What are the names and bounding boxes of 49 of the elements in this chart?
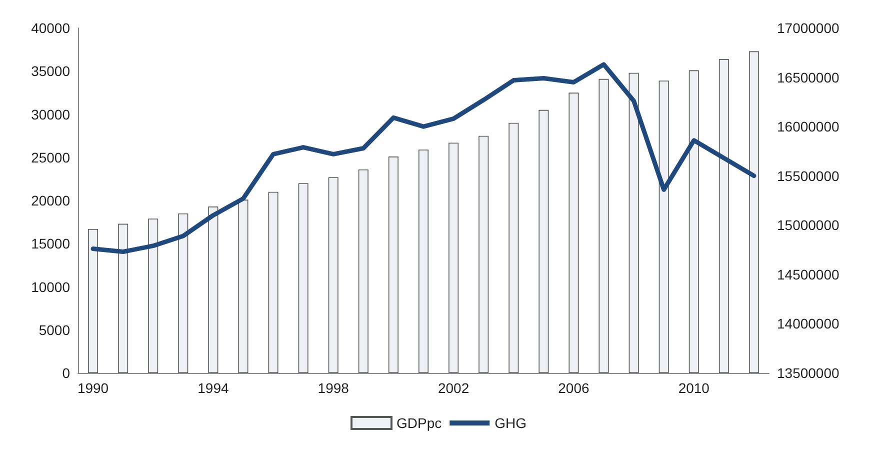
y2-tick-label: 15000000 [777, 217, 840, 234]
x-tick-label: 2010 [678, 380, 710, 396]
bar [118, 224, 128, 373]
bar [538, 110, 549, 373]
x-tick-label: 1994 [198, 380, 229, 396]
bar [358, 169, 368, 373]
x-tick-label: 1998 [318, 380, 350, 396]
x-tick-label: 2006 [558, 380, 590, 396]
y-tick-label: 15000 [31, 236, 70, 252]
bar [388, 156, 398, 373]
bar [628, 72, 639, 373]
bar [598, 78, 609, 373]
bar [658, 80, 669, 373]
y-tick-label: 40000 [31, 20, 70, 36]
bar [238, 200, 248, 373]
bar [568, 92, 579, 373]
y-tick-label: 35000 [31, 63, 70, 80]
y2-tick-label: 15500000 [777, 168, 840, 184]
bar [688, 70, 699, 373]
y-tick-label: 25000 [31, 149, 70, 166]
bar [418, 150, 428, 373]
line-series [90, 62, 756, 254]
y-tick-label: 5000 [38, 322, 70, 338]
legend-label: GDPpc [396, 415, 442, 431]
bar [148, 218, 158, 373]
bar [478, 136, 489, 373]
bar [448, 142, 459, 373]
y-tick-label: 20000 [31, 192, 70, 208]
bar [208, 206, 218, 373]
bar [178, 213, 188, 373]
y-tick-label: 0 [62, 365, 70, 381]
bar [298, 183, 308, 373]
x-tick-label: 2002 [438, 380, 470, 396]
y2-tick-label: 16000000 [777, 118, 840, 135]
bar [268, 192, 278, 373]
y2-tick-label: 17000000 [777, 20, 840, 36]
y2-tick-label: 14000000 [777, 316, 840, 332]
bar [88, 228, 98, 373]
bar [718, 59, 729, 373]
x-tick-label: 1990 [77, 380, 109, 396]
bar [748, 51, 759, 373]
y2-tick-label: 16500000 [777, 69, 840, 86]
bar [508, 122, 519, 373]
y-tick-label: 30000 [31, 106, 70, 122]
legend-label: GHG [494, 415, 527, 431]
y-tick-label: 10000 [31, 278, 70, 295]
y2-tick-label: 13500000 [777, 365, 840, 381]
y2-tick-label: 14500000 [777, 266, 840, 282]
bar [328, 177, 338, 373]
